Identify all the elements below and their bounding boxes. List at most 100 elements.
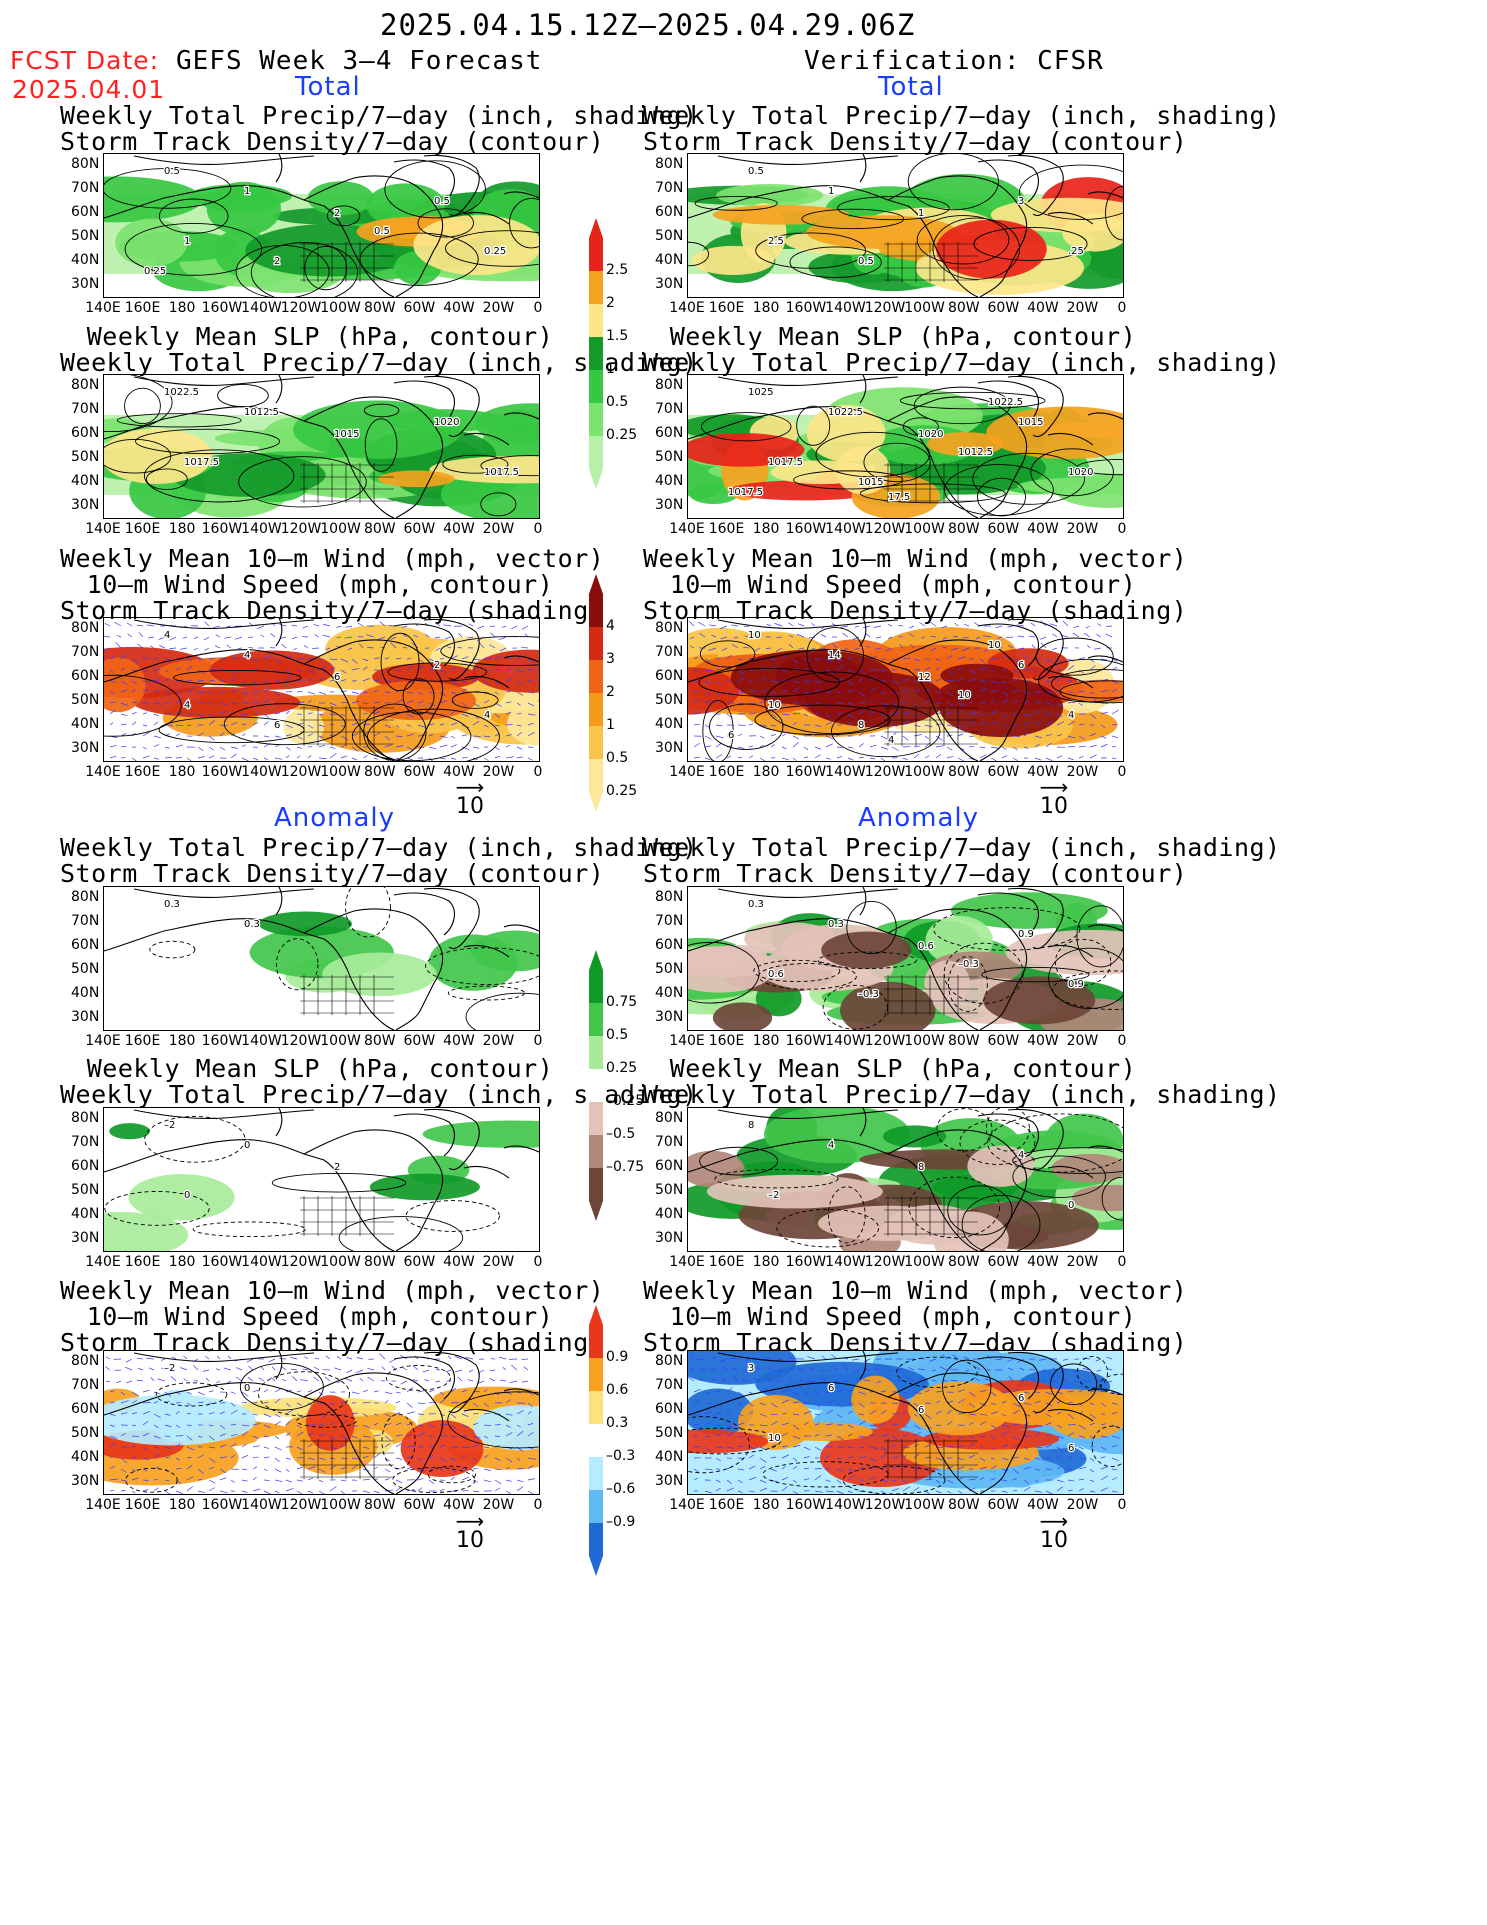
- wind-vector: [869, 724, 876, 729]
- wind-vector: [142, 1432, 150, 1437]
- wind-vector: [869, 744, 877, 748]
- contour-label: 1017.5: [728, 487, 763, 498]
- wind-vector: [770, 1421, 778, 1426]
- panel-title-wind-storm-total-right: Weekly Mean 10–m Wind (mph, vector) 10–m …: [643, 544, 1188, 625]
- wind-vector: [329, 658, 338, 661]
- wind-vector: [285, 1432, 291, 1437]
- wind-vector: [902, 1486, 910, 1492]
- wind-vector: [131, 1412, 138, 1415]
- contour-line: [942, 1359, 992, 1414]
- wind-vector: [885, 647, 893, 652]
- contour-line: [326, 205, 361, 227]
- wind-vector: [417, 1424, 424, 1427]
- wind-vector: [974, 1377, 981, 1382]
- wind-vector: [1056, 1479, 1064, 1483]
- wind-vector: [759, 1387, 767, 1393]
- wind-vector: [362, 658, 369, 662]
- wind-vector: [715, 1457, 721, 1462]
- contour-label: 8: [748, 1120, 754, 1131]
- wind-vector: [208, 1412, 215, 1415]
- coastline-3: [1007, 1351, 1064, 1414]
- wind-vector: [219, 732, 225, 737]
- wind-vector: [730, 624, 739, 627]
- wind-vector: [869, 711, 875, 715]
- wind-vector: [759, 757, 766, 761]
- wind-vector: [825, 1434, 833, 1437]
- wind-vector: [1034, 1400, 1041, 1404]
- wind-vector: [109, 755, 117, 759]
- wind-vector: [792, 1424, 800, 1431]
- wind-vector: [825, 1490, 834, 1493]
- wind-vector: [146, 1357, 155, 1360]
- wind-vector: [285, 746, 291, 751]
- wind-vector: [1012, 669, 1019, 674]
- wind-vector: [148, 636, 155, 639]
- shading-cell: [481, 420, 539, 465]
- wind-vector: [136, 1357, 144, 1360]
- wind-vector: [844, 647, 849, 651]
- coastline-1: [887, 1372, 1028, 1494]
- wind-vector: [105, 1356, 111, 1360]
- lon-tick-label: 160W: [201, 300, 243, 316]
- coastline-2: [393, 623, 455, 667]
- wind-vector: [1067, 1390, 1075, 1393]
- wind-vector: [455, 1369, 463, 1373]
- shading-cell: [109, 1123, 151, 1140]
- wind-vector: [170, 1375, 177, 1382]
- contour-line: [104, 438, 172, 474]
- wind-vector: [450, 680, 458, 686]
- wind-vector: [516, 680, 523, 686]
- lat-tick-label: 30N: [71, 1473, 100, 1489]
- wind-vector: [935, 658, 941, 661]
- wind-vector: [362, 755, 368, 759]
- lon-tick-label: 20W: [482, 764, 515, 780]
- wind-vector: [854, 625, 860, 628]
- wind-vector: [263, 688, 270, 693]
- wind-vector: [120, 723, 127, 726]
- wind-vector: [197, 1468, 204, 1474]
- wind-vector: [340, 1444, 347, 1448]
- coastline-6: [275, 1351, 283, 1380]
- wind-vector: [164, 1479, 170, 1482]
- lat-tick-label: 50N: [655, 449, 684, 465]
- wind-vector: [968, 701, 974, 704]
- wind-vector: [748, 1446, 756, 1450]
- contour-line: [480, 492, 517, 517]
- wind-vector: [1034, 710, 1042, 715]
- contour-line: [846, 900, 897, 955]
- contour-label: 1015: [858, 477, 883, 488]
- wind-vector: [737, 1413, 744, 1417]
- contour-line: [699, 1146, 778, 1176]
- wind-vector: [411, 642, 419, 649]
- wind-vector: [913, 1424, 921, 1430]
- lon-tick-label: 0: [1117, 300, 1127, 316]
- lon-tick-label: 0: [533, 521, 543, 537]
- contour-line: [981, 966, 1090, 983]
- wind-vector: [891, 746, 899, 751]
- wind-vector: [325, 1355, 331, 1360]
- wind-vector: [996, 636, 1003, 639]
- colorbar-precip-anom: 0.75 0.5 0.25 –0.25 –0.5 –0.75: [588, 950, 658, 1221]
- wind-vector: [1100, 1466, 1109, 1470]
- wind-vector: [439, 1413, 445, 1417]
- wind-vector: [252, 1488, 261, 1492]
- wind-vector: [340, 735, 348, 741]
- wind-vector: [796, 1368, 805, 1371]
- shading-cell: [1071, 1184, 1123, 1212]
- wind-vector: [527, 757, 533, 761]
- wind-vector: [935, 745, 944, 748]
- wind-vector: [439, 1468, 445, 1472]
- wind-vector: [318, 735, 324, 739]
- wind-vector: [450, 1424, 458, 1430]
- wind-vector: [260, 1366, 265, 1371]
- wind-vector: [153, 1487, 159, 1492]
- wind-vector: [1106, 1356, 1113, 1360]
- colorbar-swatch: [589, 403, 603, 436]
- wind-vector: [428, 1455, 434, 1459]
- wind-vector: [527, 691, 535, 694]
- wind-vector: [767, 1367, 772, 1371]
- wind-vector: [483, 1446, 490, 1448]
- wind-vector: [340, 679, 346, 682]
- wind-vector: [957, 757, 965, 761]
- wind-vector: [329, 680, 335, 682]
